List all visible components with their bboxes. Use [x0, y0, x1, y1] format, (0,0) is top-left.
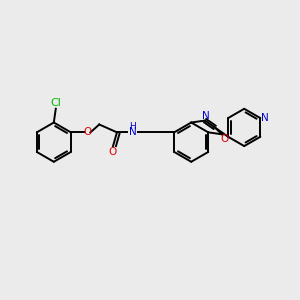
Text: H: H: [129, 122, 136, 131]
Text: O: O: [108, 147, 116, 157]
Text: O: O: [83, 127, 92, 137]
Text: N: N: [129, 127, 136, 137]
Text: N: N: [261, 113, 269, 123]
Text: N: N: [202, 111, 210, 121]
Text: Cl: Cl: [50, 98, 61, 108]
Text: O: O: [221, 134, 229, 144]
